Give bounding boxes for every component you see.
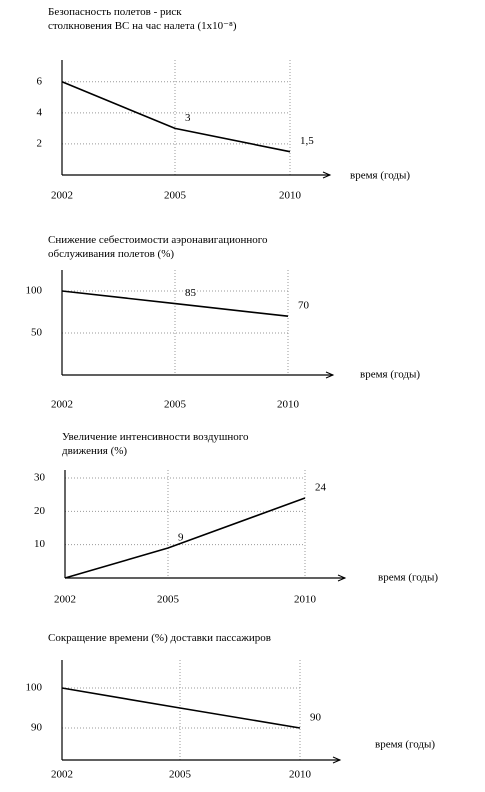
- y-tick-label: 50: [31, 327, 43, 339]
- x-axis-label: время (годы): [350, 170, 410, 182]
- y-tick-label: 90: [31, 722, 43, 734]
- data-line: [61, 290, 289, 317]
- x-tick-label: 2005: [169, 769, 192, 781]
- y-tick-label: 10: [34, 538, 46, 550]
- data-line: [61, 81, 291, 153]
- y-tick-label: 4: [37, 106, 43, 118]
- chart-title: Безопасность полетов - риск столкновения …: [48, 6, 237, 32]
- x-tick-label: 2002: [54, 594, 76, 606]
- x-axis-label: время (годы): [378, 572, 438, 584]
- x-tick-label: 2005: [164, 399, 187, 411]
- value-label: 24: [315, 482, 327, 494]
- data-line: [61, 687, 301, 729]
- x-tick-label: 2005: [164, 190, 187, 202]
- x-axis-arrow: [332, 756, 342, 764]
- value-label: 85: [185, 287, 197, 299]
- y-tick-label: 20: [34, 505, 46, 517]
- value-label: 90: [310, 712, 322, 724]
- x-tick-label: 2002: [51, 399, 73, 411]
- y-tick-label: 30: [34, 472, 46, 484]
- x-tick-label: 2010: [279, 190, 302, 202]
- x-tick-label: 2010: [289, 769, 312, 781]
- data-line: [64, 497, 306, 579]
- value-label: 70: [298, 300, 310, 312]
- y-tick-label: 100: [26, 285, 43, 297]
- x-axis-arrow: [337, 574, 347, 582]
- chart-title: Сокращение времени (%) доставки пассажир…: [48, 632, 271, 644]
- y-tick-label: 6: [37, 75, 43, 87]
- x-tick-label: 2010: [294, 594, 317, 606]
- x-axis-label: время (годы): [360, 369, 420, 381]
- chart-title: Снижение себестоимости аэронавигационног…: [48, 234, 268, 260]
- x-tick-label: 2010: [277, 399, 300, 411]
- x-axis-arrow: [322, 171, 332, 179]
- y-tick-label: 2: [37, 137, 43, 149]
- chart-title: Увеличение интенсивности воздушного движе…: [62, 431, 249, 457]
- x-axis-arrow: [325, 371, 335, 379]
- value-label: 3: [185, 112, 191, 124]
- x-tick-label: 2002: [51, 190, 73, 202]
- value-label: 1,5: [300, 135, 314, 147]
- y-tick-label: 100: [26, 682, 43, 694]
- x-tick-label: 2002: [51, 769, 73, 781]
- value-label: 9: [178, 532, 184, 544]
- x-axis-label: время (годы): [375, 739, 435, 751]
- x-tick-label: 2005: [157, 594, 180, 606]
